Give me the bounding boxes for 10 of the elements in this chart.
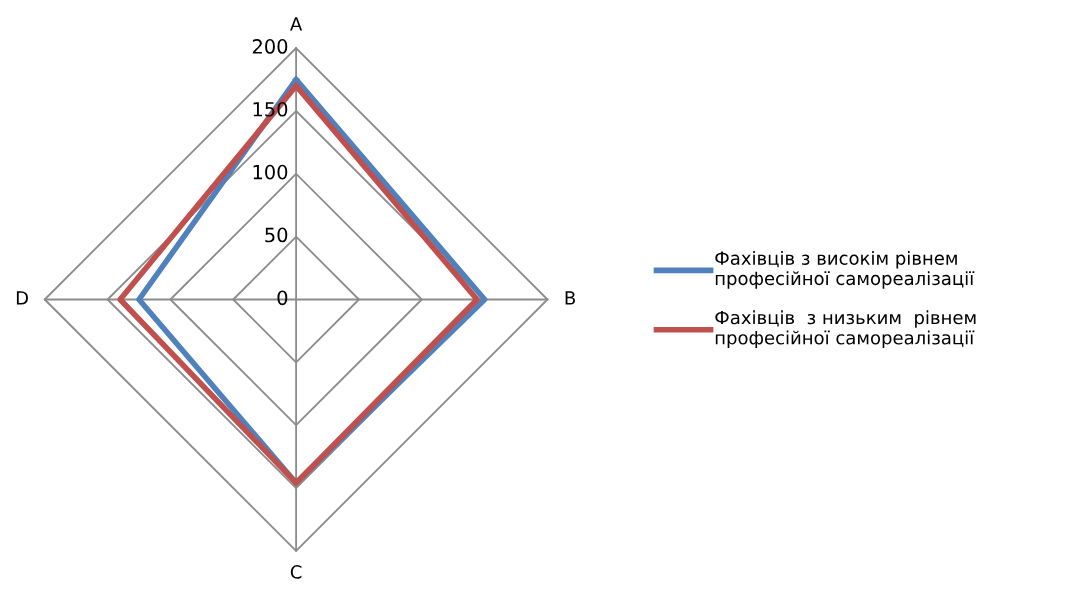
spoke-label: B <box>565 291 575 305</box>
y-tick-label: 0 <box>277 290 288 306</box>
spoke-label: C <box>290 565 302 579</box>
y-tick-label: 100 <box>253 164 288 180</box>
legend-label: Фахівців з низьким рівнем професійної самореалізації <box>715 310 976 349</box>
y-tick-label: 200 <box>252 39 288 54</box>
legend-label: Фахівців з високім рівнем професійної самореалізації <box>715 250 975 289</box>
spoke-label: A <box>290 17 303 31</box>
y-tick-label: 50 <box>265 227 288 243</box>
spoke-label: D <box>16 291 28 305</box>
